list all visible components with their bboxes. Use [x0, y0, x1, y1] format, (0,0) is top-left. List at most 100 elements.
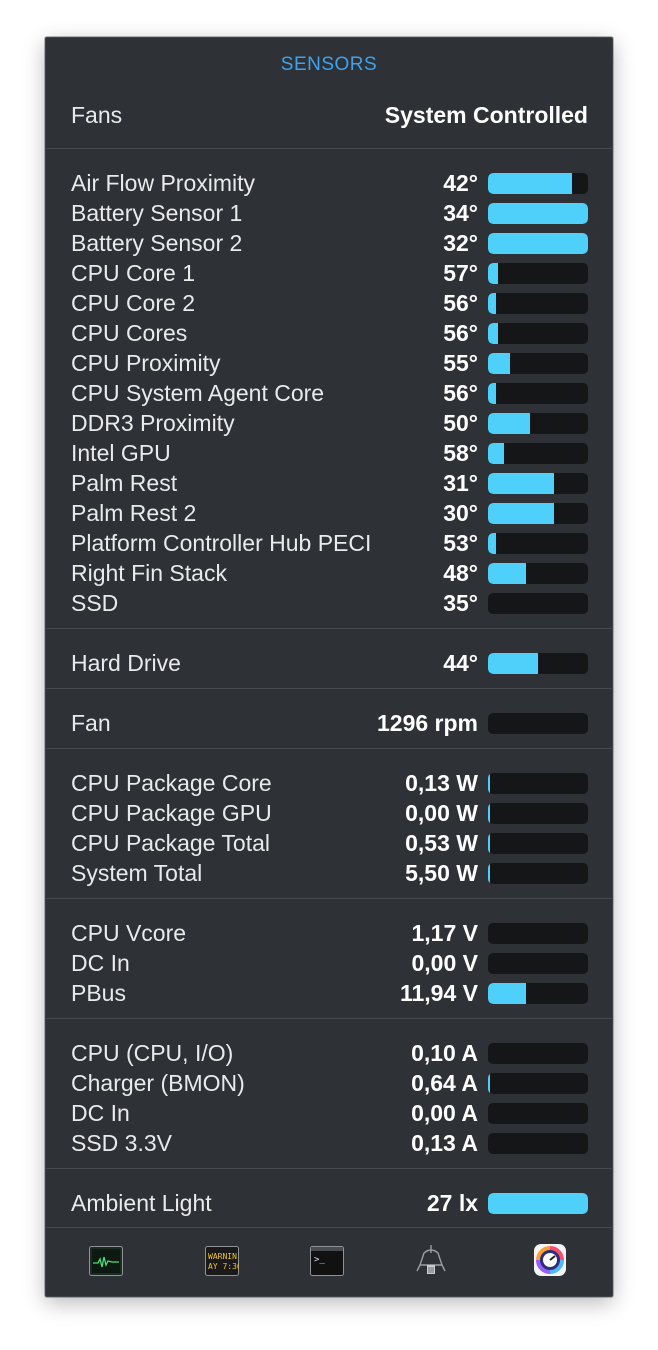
sensor-row[interactable]: Charger (BMON) 0,64 A	[46, 1068, 612, 1098]
console-warning-text: WARNIN	[208, 1252, 237, 1261]
sensor-label: DC In	[71, 950, 130, 976]
sensor-level-bar	[488, 503, 588, 524]
sensor-row[interactable]: Right Fin Stack 48°	[46, 558, 612, 588]
sensor-row[interactable]: SSD 35°	[46, 588, 612, 618]
sensor-row[interactable]: Palm Rest 2 30°	[46, 498, 612, 528]
sensor-value: 56°	[443, 290, 478, 316]
sensor-value: 1,17 V	[411, 920, 479, 946]
sensor-value: 31°	[443, 470, 478, 496]
sensor-level-bar	[488, 473, 588, 494]
sensor-value: 0,00 V	[411, 950, 479, 976]
sensor-level-bar	[488, 833, 588, 854]
sensor-row[interactable]: CPU Package Core 0,13 W	[46, 768, 612, 798]
sensor-row[interactable]: Hard Drive 44°	[46, 648, 612, 678]
fans-mode-value[interactable]: System Controlled	[384, 101, 588, 128]
system-information-icon[interactable]	[414, 1245, 448, 1276]
sensor-value: 48°	[443, 560, 478, 586]
sensor-row[interactable]: Battery Sensor 1 34°	[46, 198, 612, 228]
console-icon[interactable]: WARNIN AY 7:36	[205, 1246, 242, 1276]
sensor-value: 42°	[443, 170, 478, 196]
sensor-label: Charger (BMON)	[71, 1070, 245, 1096]
sensor-row[interactable]: CPU Core 2 56°	[46, 288, 612, 318]
sensor-level-bar	[488, 1133, 588, 1154]
section-divider	[46, 1018, 612, 1019]
sensor-row[interactable]: CPU Cores 56°	[46, 318, 612, 348]
terminal-icon[interactable]: >_	[310, 1246, 344, 1276]
sensor-level-bar	[488, 533, 588, 554]
sensor-level-fill	[488, 1073, 490, 1094]
sensor-level-bar	[488, 923, 588, 944]
sensor-label: PBus	[71, 980, 126, 1006]
sensor-level-fill	[488, 383, 496, 404]
istat-menus-icon[interactable]	[533, 1244, 567, 1276]
sensor-level-bar	[488, 263, 588, 284]
sensor-row[interactable]: PBus 11,94 V	[46, 978, 612, 1008]
sensor-label: CPU Cores	[71, 320, 188, 346]
sensor-level-fill	[488, 293, 496, 314]
sensor-value: 0,13 A	[411, 1130, 478, 1156]
sensor-value: 0,53 W	[405, 830, 478, 856]
sensor-level-fill	[488, 563, 526, 584]
sensor-level-fill	[488, 203, 588, 224]
svg-text:>_: >_	[314, 1255, 325, 1265]
sensor-label: CPU Package Core	[71, 770, 272, 796]
sensor-row[interactable]: Palm Rest 31°	[46, 468, 612, 498]
sensor-row[interactable]: CPU (CPU, I/O) 0,10 A	[46, 1038, 612, 1068]
sensor-row[interactable]: Intel GPU 58°	[46, 438, 612, 468]
sensor-value: 44°	[443, 650, 478, 676]
sensor-value: 53°	[443, 530, 478, 556]
sensor-level-bar	[488, 1103, 588, 1124]
sensor-row[interactable]: Battery Sensor 2 32°	[46, 228, 612, 258]
sensor-label: Right Fin Stack	[71, 560, 227, 586]
sensor-group-light: Ambient Light 27 lx	[46, 1188, 612, 1218]
sensor-row[interactable]: System Total 5,50 W	[46, 858, 612, 888]
sensor-level-bar	[488, 203, 588, 224]
sensor-value: 57°	[443, 260, 478, 286]
fans-row: Fans System Controlled	[71, 100, 588, 130]
sensor-value: 0,00 A	[411, 1100, 478, 1126]
fans-label: Fans	[71, 101, 123, 128]
sensor-level-bar	[488, 233, 588, 254]
sensor-group-power: CPU Package Core 0,13 W CPU Package GPU 0,0…	[46, 768, 612, 888]
sensor-value: 58°	[443, 440, 478, 466]
sensor-value: 32°	[443, 230, 478, 256]
sensor-level-bar	[488, 383, 588, 404]
sensor-row[interactable]: SSD 3.3V 0,13 A	[46, 1128, 612, 1158]
toolbar-divider	[46, 1227, 612, 1228]
sensor-row[interactable]: CPU System Agent Core 56°	[46, 378, 612, 408]
sensor-label: DDR3 Proximity	[71, 410, 235, 436]
sensor-label: Ambient Light	[71, 1190, 212, 1216]
sensor-level-bar	[488, 443, 588, 464]
sensor-level-bar	[488, 293, 588, 314]
sensors-panel: SENSORS Fans System Controlled Air Flow …	[45, 37, 613, 1297]
sensor-value: 56°	[443, 380, 478, 406]
sensor-row[interactable]: Ambient Light 27 lx	[46, 1188, 612, 1218]
sensor-group-fan-speed: Fan 1296 rpm	[46, 708, 612, 738]
sensor-level-bar	[488, 863, 588, 884]
sensor-group-temperatures: Air Flow Proximity 42° Battery Sensor 1 34°…	[46, 168, 612, 618]
bottom-toolbar: WARNIN AY 7:36 >_	[46, 1228, 612, 1296]
sensor-level-bar	[488, 563, 588, 584]
sensor-row[interactable]: Fan 1296 rpm	[46, 708, 612, 738]
sensor-level-fill	[488, 413, 530, 434]
sensor-row[interactable]: DC In 0,00 A	[46, 1098, 612, 1128]
sensor-row[interactable]: Platform Controller Hub PECI 53°	[46, 528, 612, 558]
sensor-row[interactable]: CPU Core 1 57°	[46, 258, 612, 288]
sensor-level-fill	[488, 773, 490, 794]
sensor-row[interactable]: Air Flow Proximity 42°	[46, 168, 612, 198]
sensor-level-fill	[488, 353, 510, 374]
sensor-label: Intel GPU	[71, 440, 171, 466]
activity-monitor-icon[interactable]	[89, 1246, 123, 1276]
sensor-label: CPU (CPU, I/O)	[71, 1040, 234, 1066]
sensor-row[interactable]: DDR3 Proximity 50°	[46, 408, 612, 438]
sensor-level-bar	[488, 773, 588, 794]
sensor-label: CPU Core 1	[71, 260, 195, 286]
sensor-level-fill	[488, 833, 490, 854]
sensor-group-voltage: CPU Vcore 1,17 V DC In 0,00 V PBus 11,94 V	[46, 918, 612, 1008]
sensor-row[interactable]: CPU Package GPU 0,00 W	[46, 798, 612, 828]
sensor-row[interactable]: DC In 0,00 V	[46, 948, 612, 978]
sensor-level-bar	[488, 953, 588, 974]
sensor-row[interactable]: CPU Package Total 0,53 W	[46, 828, 612, 858]
sensor-row[interactable]: CPU Proximity 55°	[46, 348, 612, 378]
sensor-row[interactable]: CPU Vcore 1,17 V	[46, 918, 612, 948]
